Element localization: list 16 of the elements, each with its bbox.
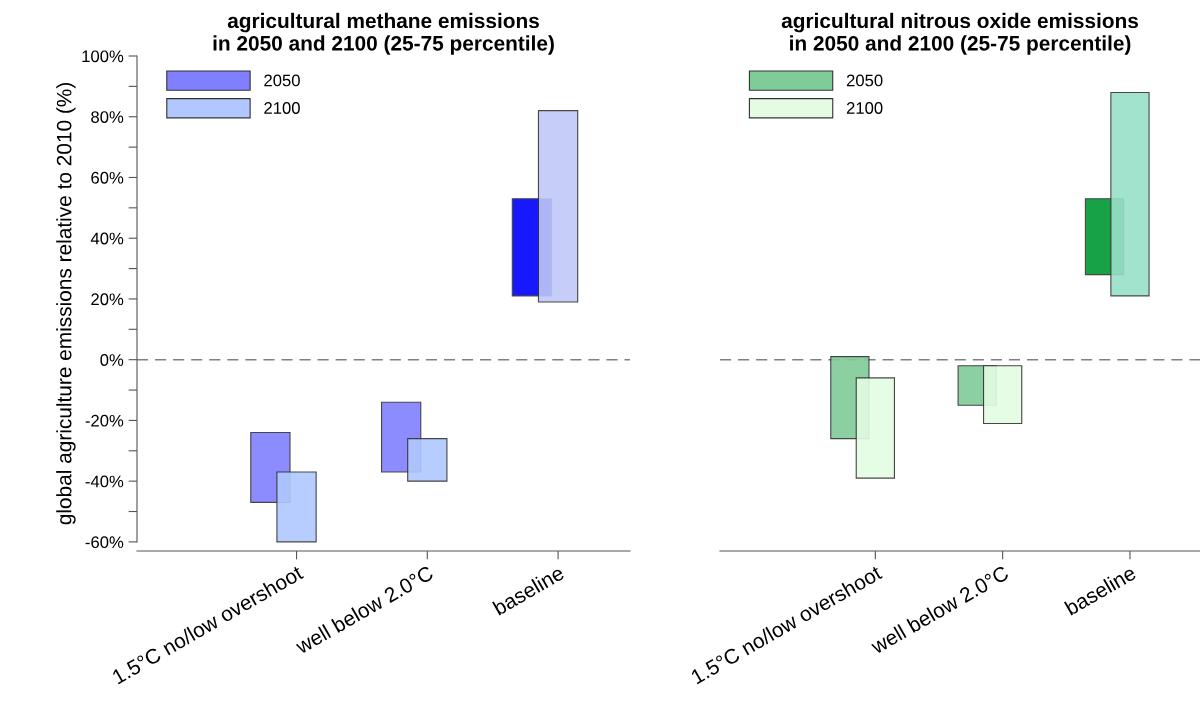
legend-label: 2100: [846, 102, 883, 114]
legend-label: 2050: [846, 74, 883, 87]
y-tick-label: 100%: [82, 50, 124, 63]
y-tick-label: 60%: [91, 171, 124, 184]
y-tick-label: 40%: [90, 232, 124, 245]
y-tick-label: -20%: [85, 414, 124, 427]
legend-label: 2050: [264, 74, 300, 87]
chart-title: agricultural nitrous oxide emissions in 2050 and 2100 (25-75 percentile): [781, 12, 1139, 55]
y-tick-label: 0%: [100, 354, 124, 366]
chart-title: agricultural methane emissions in 2050 and 2100 (25-75 percentile): [213, 12, 554, 55]
y-axis-title: global agriculture emissions relative to 2010 (%): [56, 83, 76, 525]
y-tick-label: -40%: [85, 475, 124, 488]
y-tick-label: -60%: [85, 536, 124, 549]
legend-label: 2100: [264, 102, 300, 114]
y-tick-label: 20%: [91, 293, 124, 306]
y-tick-label: 80%: [91, 111, 124, 123]
